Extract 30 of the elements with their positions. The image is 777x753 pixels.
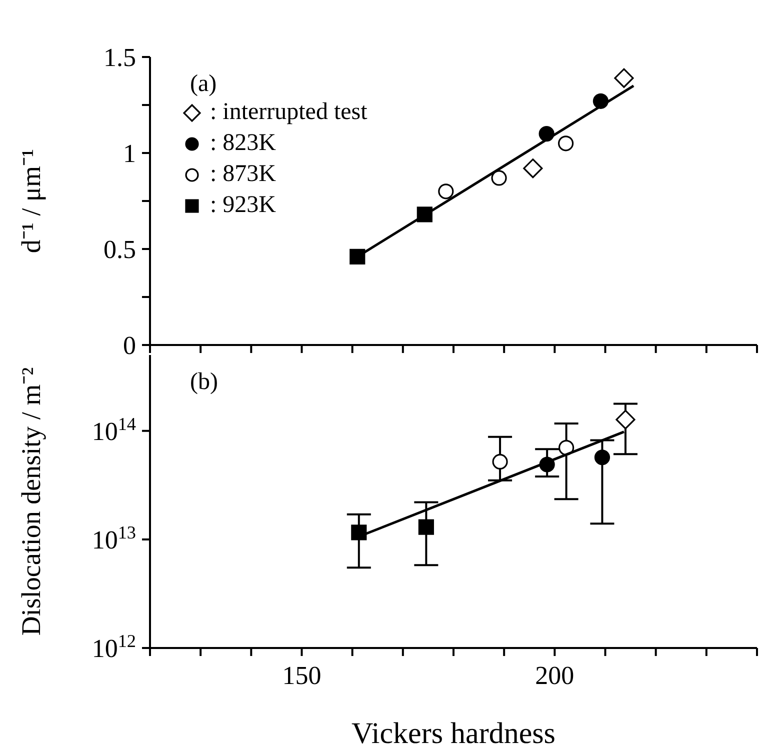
y-tick-label: 1.5 <box>104 43 136 72</box>
x-tick-label: 150 <box>282 661 322 690</box>
x-tick-label: 200 <box>535 661 574 690</box>
y-tick-label: 10$^{12}$ <box>92 631 136 663</box>
y-tick-label: 10$^{14}$ <box>92 414 136 446</box>
point <box>558 136 574 152</box>
y-axis-title: Dislocation density / m⁻² <box>16 367 46 636</box>
y-tick-label: 10$^{13}$ <box>92 522 136 554</box>
y-tick-label: 0.5 <box>104 235 136 264</box>
point <box>492 454 508 470</box>
point <box>351 524 367 540</box>
y-tick-label: 1 <box>123 139 136 168</box>
point <box>350 248 366 264</box>
point <box>523 158 543 178</box>
point <box>558 440 574 456</box>
legend-label: : 823K <box>210 130 276 157</box>
point <box>418 519 434 535</box>
y-axis-title: d⁻¹ / μm⁻¹ <box>16 148 46 254</box>
point <box>491 170 507 186</box>
point <box>594 450 610 466</box>
legend-label: : 873K <box>210 161 276 188</box>
point <box>614 68 634 88</box>
annotation: (a) <box>190 71 217 98</box>
legend-label: : 923K <box>210 192 276 219</box>
y-tick-label: 0 <box>123 331 136 360</box>
annotation: (b) <box>190 369 218 396</box>
point <box>616 410 636 430</box>
x-axis-title: Vickers hardness <box>352 717 556 750</box>
legend-label: : interrupted test <box>210 99 368 126</box>
point <box>438 184 454 200</box>
